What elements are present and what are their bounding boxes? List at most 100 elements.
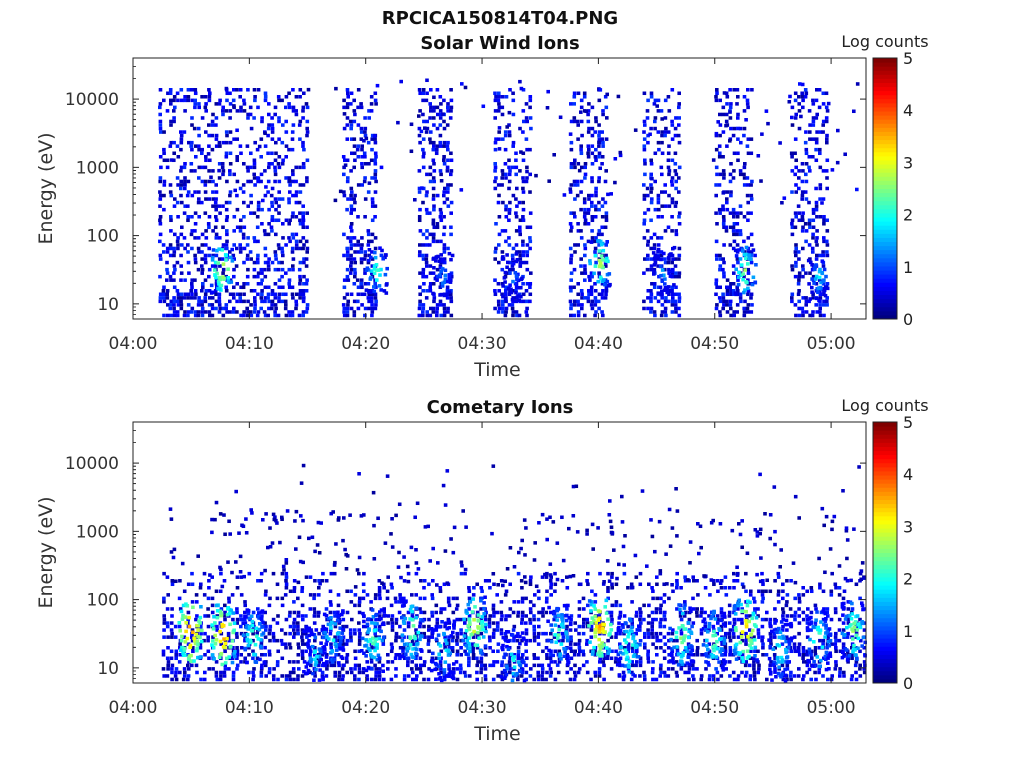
heatmap-cell — [716, 621, 720, 625]
heatmap-cell — [761, 582, 765, 587]
heatmap-cell — [825, 176, 829, 180]
heatmap-cell — [367, 116, 371, 120]
heatmap-cell — [645, 116, 650, 120]
heatmap-cell — [649, 236, 654, 240]
heatmap-cell — [842, 589, 847, 594]
heatmap-cell — [287, 176, 292, 180]
heatmap-cell — [435, 222, 440, 226]
heatmap-cell — [374, 179, 378, 184]
heatmap-cell — [674, 172, 679, 177]
heatmap-cell — [210, 296, 215, 300]
heatmap-cell — [442, 155, 446, 159]
heatmap-cell — [575, 179, 580, 184]
heatmap-cell — [569, 306, 573, 311]
heatmap-cell — [359, 105, 364, 110]
heatmap-cell — [769, 660, 773, 664]
heatmap-cell — [749, 296, 753, 300]
heatmap-cell — [425, 211, 430, 215]
heatmap-cell — [356, 292, 361, 297]
heatmap-cell — [833, 667, 838, 671]
heatmap-cell — [683, 575, 687, 579]
heatmap-cell — [497, 215, 502, 219]
heatmap-cell — [590, 126, 595, 131]
heatmap-cell — [834, 660, 838, 664]
heatmap-cell — [601, 109, 605, 113]
heatmap-cell — [267, 306, 271, 311]
heatmap-cell — [573, 670, 577, 675]
heatmap-cell — [510, 297, 515, 302]
heatmap-cell — [521, 260, 526, 265]
heatmap-cell — [423, 126, 427, 130]
heatmap-cell — [223, 649, 227, 654]
heatmap-cell — [356, 306, 361, 311]
heatmap-cell — [424, 98, 429, 103]
heatmap-cell — [582, 621, 586, 625]
heatmap-cell — [653, 260, 658, 265]
heatmap-cell — [675, 607, 679, 611]
heatmap-cell — [158, 176, 163, 180]
heatmap-cell — [380, 248, 384, 253]
heatmap-cell — [219, 642, 223, 646]
heatmap-cell — [211, 112, 215, 117]
heatmap-cell — [193, 260, 198, 265]
heatmap-cell — [652, 246, 657, 251]
heatmap-cell — [749, 193, 754, 198]
heatmap-cell — [673, 126, 678, 131]
heatmap-cell — [263, 653, 268, 657]
heatmap-cell — [228, 162, 233, 166]
heatmap-cell — [568, 285, 573, 290]
heatmap-cell — [536, 635, 540, 639]
heatmap-cell — [173, 105, 177, 110]
heatmap-cell — [374, 263, 379, 267]
heatmap-cell — [417, 114, 421, 118]
colorbar-swatch — [873, 119, 897, 124]
heatmap-cell — [176, 292, 181, 297]
heatmap-cell — [600, 282, 605, 286]
heatmap-cell — [649, 91, 654, 96]
heatmap-cell — [829, 589, 834, 594]
heatmap-cell — [746, 211, 750, 215]
heatmap-cell — [528, 105, 532, 110]
heatmap-cell — [223, 610, 227, 615]
heatmap-cell — [483, 677, 488, 682]
heatmap-cell — [794, 190, 798, 194]
heatmap-cell — [589, 628, 594, 632]
heatmap-cell — [586, 299, 591, 304]
heatmap-cell — [572, 102, 576, 106]
heatmap-cell — [796, 674, 801, 678]
heatmap-cell — [594, 193, 598, 198]
heatmap-cell — [162, 621, 167, 625]
heatmap-cell — [500, 299, 505, 304]
heatmap-cell — [180, 200, 184, 205]
heatmap-cell — [660, 279, 665, 284]
heatmap-cell — [746, 151, 751, 156]
heatmap-cell — [176, 215, 180, 219]
heatmap-cell — [169, 246, 173, 251]
heatmap-cell — [300, 674, 305, 678]
heatmap-cell — [501, 306, 505, 311]
heatmap-cell — [515, 295, 519, 300]
heatmap-cell — [190, 215, 194, 219]
heatmap-cell — [699, 610, 704, 615]
heatmap-cell — [714, 165, 719, 170]
heatmap-cell — [211, 190, 215, 194]
heatmap-cell — [852, 109, 856, 114]
heatmap-cell — [742, 306, 746, 311]
heatmap-cell — [646, 621, 651, 625]
heatmap-cell — [806, 607, 810, 611]
heatmap-cell — [830, 642, 834, 646]
heatmap-cell — [200, 313, 205, 318]
heatmap-cell — [597, 249, 602, 253]
heatmap-cell — [308, 575, 313, 579]
heatmap-cell — [742, 215, 747, 219]
heatmap-cell — [298, 239, 303, 244]
heatmap-cell — [343, 158, 347, 163]
heatmap-cell — [459, 628, 463, 632]
heatmap-cell — [305, 158, 310, 163]
heatmap-cell — [301, 162, 306, 166]
heatmap-cell — [439, 670, 443, 675]
heatmap-cell — [386, 575, 390, 579]
heatmap-cell — [663, 98, 668, 103]
heatmap-cell — [691, 663, 695, 668]
heatmap-cell — [850, 674, 854, 678]
